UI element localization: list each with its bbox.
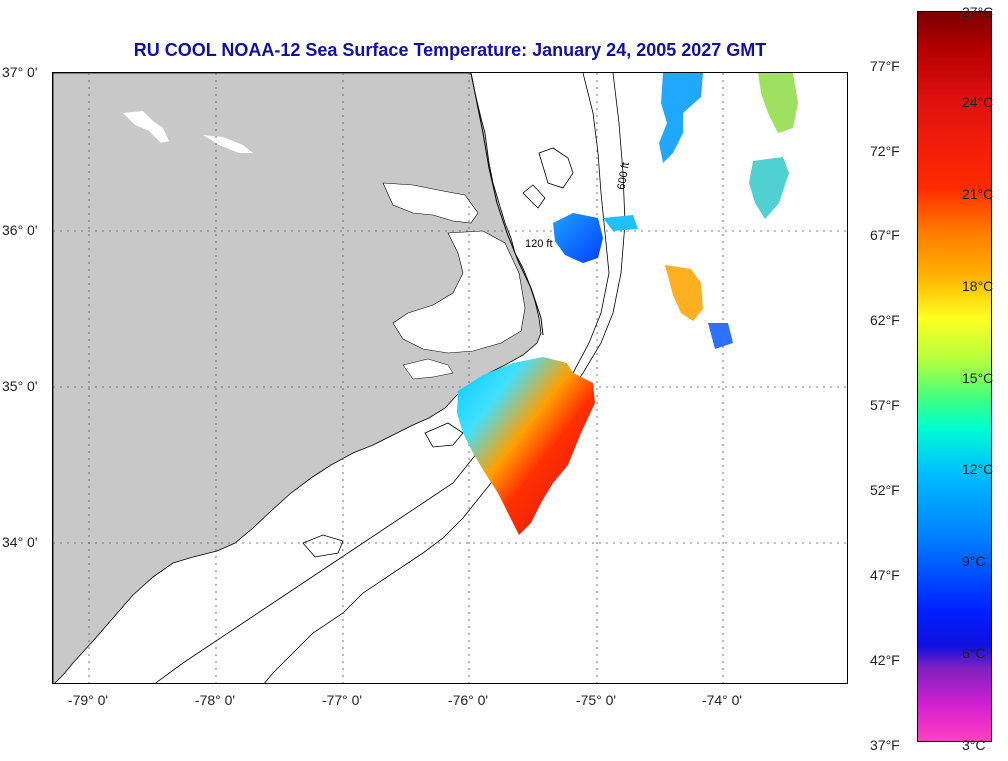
colorbar-c-label: 6°C [962, 645, 986, 661]
colorbar-f-label: 62°F [870, 312, 900, 328]
colorbar-c-label: 3°C [962, 737, 986, 753]
colorbar-c-label: 15°C [962, 370, 994, 386]
lon-label-78: -78° 0' [194, 692, 236, 708]
lon-label-79: -79° 0' [67, 692, 109, 708]
river-lake-2 [203, 135, 253, 153]
sst-main-patch [457, 357, 595, 535]
lon-label-75: -75° 0' [575, 692, 617, 708]
colorbar-f-label: 67°F [870, 227, 900, 243]
colorbar-f-label: 57°F [870, 397, 900, 413]
sst-blue-patch-cape-hatteras [553, 213, 603, 263]
lon-label-76: -76° 0' [447, 692, 489, 708]
colorbar-f-label: 52°F [870, 482, 900, 498]
colorbar-f-label: 47°F [870, 567, 900, 583]
contour-label-120ft: 120 ft [525, 238, 553, 250]
sst-offshore-patch-4 [665, 265, 703, 321]
pamlico-sound [392, 230, 526, 354]
colorbar-f-label: 77°F [870, 58, 900, 74]
temperature-colorbar [917, 11, 992, 742]
river-lake [123, 111, 169, 143]
colorbar-f-label: 37°F [870, 737, 900, 753]
colorbar-c-label: 9°C [962, 553, 986, 569]
lat-label-36: 36° 0' [2, 222, 38, 238]
barrier-island [470, 73, 544, 336]
colorbar-c-label: 27°C [962, 4, 994, 20]
sst-cyan-strip [603, 215, 638, 231]
colorbar-c-label: 24°C [962, 94, 994, 110]
map-title: RU COOL NOAA-12 Sea Surface Temperature:… [133, 40, 767, 60]
colorbar-c-label: 18°C [962, 278, 994, 294]
colorbar-c-label: 21°C [962, 186, 994, 202]
lon-label-74: -74° 0' [701, 692, 743, 708]
neuse-river [402, 358, 454, 380]
land-mass [53, 73, 542, 683]
colorbar-f-label: 72°F [870, 143, 900, 159]
lat-label-35: 35° 0' [2, 378, 38, 394]
lon-label-77: -77° 0' [321, 692, 363, 708]
sst-offshore-patch-2 [758, 73, 798, 133]
sst-offshore-patch-5 [708, 323, 733, 349]
albemarle-sound [382, 182, 479, 224]
map-panel [52, 72, 848, 684]
sst-offshore-patch-1 [659, 73, 703, 163]
lat-label-37: 37° 0' [2, 64, 38, 80]
lat-label-34: 34° 0' [2, 534, 38, 550]
sst-map [53, 73, 847, 683]
colorbar-c-label: 12°C [962, 461, 994, 477]
sst-offshore-patch-3 [749, 157, 789, 219]
colorbar-f-label: 42°F [870, 652, 900, 668]
